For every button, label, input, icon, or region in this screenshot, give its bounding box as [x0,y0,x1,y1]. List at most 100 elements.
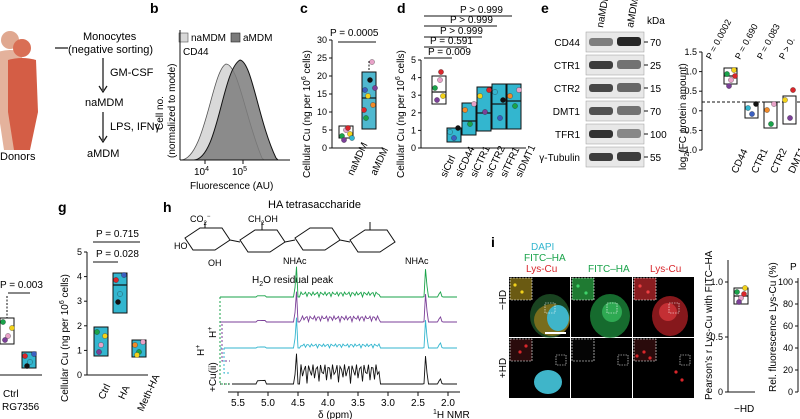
namdm-label: naMDM [85,97,124,109]
ytick-label: 3 [77,296,82,306]
arrowhead-gmcsf [98,85,108,94]
ylabel-c: Cellular Cu (ng per 106 cells) [301,50,313,178]
xticks-h: 5.5 5.0 4.5 4.0 3.5 3.0 2.5 2.0 [231,392,455,409]
data-point [367,77,373,83]
bracket-purple [221,321,232,362]
panel-label-h: h [163,199,172,215]
cell-r1-lyscu-bright [659,303,677,321]
data-point [790,87,796,93]
panel-g: g P = 0.715 P = 0.028 0 1 2 3 4 5 Ctrl HA Met… [58,199,163,413]
data-point [9,325,15,331]
data-point [749,111,755,117]
ytick-label: 10 [317,107,327,117]
legend-swatch-amdm [230,32,241,43]
data-point [361,107,367,113]
ylabel-i1: Pearson's r Lys-Cu with FITC–HA [704,250,715,400]
histogram-amdm [193,59,280,161]
data-point [140,339,146,345]
xlabel-b: Fluorescence (AU) [190,181,273,192]
histogram-marker: CD44 [183,47,209,58]
panel-label-b: b [150,0,159,16]
band-name: DMT1 [553,107,581,118]
ytick-label: 0 [788,387,793,397]
ytick-label: 40 [783,343,793,353]
xtick-label: 4.0 [321,398,335,409]
lane-label-amdm: aMDM [625,0,641,29]
data-point [507,93,513,99]
data-point [768,121,774,127]
ytick-label: 1 [77,345,82,355]
pvalue-f: P = 0.003 [0,280,43,291]
band-name: γ-Tubulin [539,153,580,164]
yticks-e: 1.5 1.0 0.5 0 −0.5 −1.0 [679,47,702,155]
cat-f-ctrl: Ctrl [3,389,19,400]
data-point [365,93,371,99]
pvalue-i2: P [790,262,797,273]
donor-body-2 [8,58,38,150]
band-namdm [589,61,613,69]
band-kda: 70 [650,38,662,49]
data-point [437,77,443,83]
cat-c-namdm: naMDM [346,141,371,177]
panel-a: Donors Monocytes (negative sorting) GM-C… [0,31,161,163]
data-point [724,71,730,77]
punctum [635,354,639,358]
data-point [455,125,461,131]
ylabel-i2: Rel. fluorescence Lys-Cu (%) [768,262,779,392]
data-point [363,115,369,121]
cat-g-2: HA [117,384,133,402]
cat-g-3: Meth-HA [136,373,163,414]
h-plus-1: H+ [195,345,207,356]
punctum [674,370,678,374]
data-point [728,77,734,83]
micrograph-grid [509,277,694,398]
xtick-label: 5.0 [261,398,275,409]
nucleus-r1-merge [547,305,569,331]
ring-3 [294,227,341,251]
glyco-bond-2 [284,239,296,243]
ylabel-g: Cellular Cu (ng per 106 cells) [59,274,71,402]
legend-namdm: naMDM [191,33,226,44]
xtick-label: 3.5 [351,398,365,409]
lane-label-namdm: naMDM [595,0,612,29]
data-point [113,277,119,283]
chem-ho: HO [174,241,188,251]
data-point [497,115,503,121]
tick-label-b-2: 105 [232,166,247,178]
panel-b: b naMDM aMDM CD44 104 105 Fluorescence (… [150,0,290,192]
chem-co2: CO2− [190,214,211,227]
legend-amdm: aMDM [243,33,272,44]
ytick-label: −0.5 [679,125,697,135]
data-point [94,329,100,335]
inset-r2-fitc [571,338,595,362]
data-point [0,319,6,325]
points-g [94,272,146,358]
data-point [736,299,742,305]
data-point [2,337,8,343]
data-point [349,135,355,141]
band-amdm [617,37,641,46]
data-point [341,137,347,143]
data-point [447,129,453,135]
ring-2 [239,229,286,253]
roi-r2-merge [555,354,567,366]
pvalue-e-1: P = 0.0002 [704,18,733,61]
nmr-annotations: H+ H+ +Cu(ii) [195,296,232,392]
data-point [96,349,102,355]
negative-sorting-label: (negative sorting) [68,44,153,56]
data-point [726,83,732,89]
band-namdm [589,107,613,115]
yticks-d: 0 1 2 3 4 5 [411,55,421,153]
nmr-trace [232,291,457,324]
points-c [339,59,378,143]
punctum [520,290,524,294]
xtick-label: 3.0 [381,398,395,409]
data-point [462,107,468,113]
punctum [648,356,652,360]
data-point [771,101,777,107]
punctum [642,350,646,354]
panel-f: P = 0.003 Ctrl RG7356 [0,280,43,413]
donor-head-2 [13,39,31,57]
yticks-i1: 1.0 0.5 0 [710,277,728,397]
